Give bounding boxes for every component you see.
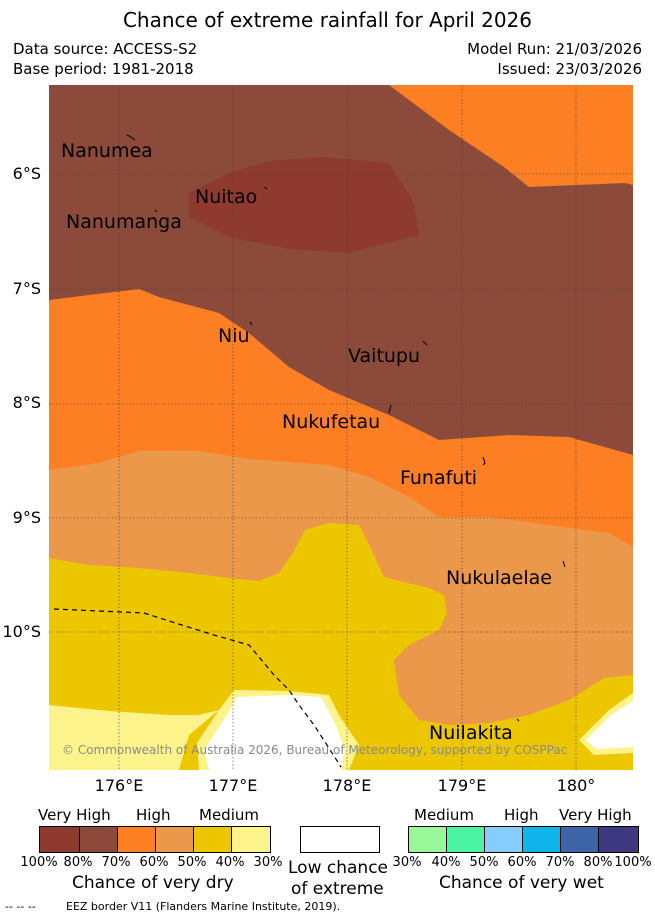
legend-dry-high: High: [136, 806, 171, 824]
rainfall-map: [49, 85, 633, 770]
legend-wet-colorbar: [408, 826, 639, 853]
lon-label-176e: 176°E: [94, 776, 144, 795]
lon-label-179e: 179°E: [437, 776, 487, 795]
issued-date: Issued: 23/03/2026: [497, 60, 642, 78]
eez-border-line: [53, 608, 342, 768]
legend-dry-pct-60: 60%: [139, 855, 169, 870]
lat-label-8s: 8°S: [12, 393, 41, 412]
legend-dry-very-high: Very High: [38, 806, 111, 824]
map-canvas: [49, 85, 633, 770]
lon-label-178e: 178°E: [322, 776, 372, 795]
zone-low-chance: [204, 695, 345, 770]
legend-dry-colorbar: [39, 826, 271, 853]
legend-swatch-dry-70-60: [118, 827, 156, 852]
legend-dry-pct-80: 80%: [63, 855, 93, 870]
legend-swatch-wet-60-70: [523, 827, 561, 852]
legend-wet-very-high: Very High: [559, 806, 632, 824]
legend-wet-pct-70: 70%: [545, 855, 575, 870]
place-niu: Niu: [218, 325, 250, 347]
legend-dry-pct-50: 50%: [177, 855, 207, 870]
place-nukufetau: Nukufetau: [282, 411, 381, 433]
zone-low-dry: [49, 705, 219, 770]
legend-swatch-dry-60-50: [156, 827, 194, 852]
lon-label-177e: 177°E: [208, 776, 258, 795]
lat-label-9s: 9°S: [12, 508, 41, 527]
legend-swatch-wet-80-100: [599, 827, 638, 852]
zone-very-high-dry-core: [189, 157, 419, 253]
legend-dry-pct-100: 100%: [20, 855, 58, 870]
legend-wet-pct-60: 60%: [507, 855, 537, 870]
base-period: Base period: 1981-2018: [13, 60, 194, 78]
legend-wet-caption: Chance of very wet: [439, 873, 604, 893]
legend-neutral-swatch: [300, 826, 380, 853]
legend-dry-pct-40: 40%: [215, 855, 245, 870]
legend-dry-medium: Medium: [199, 806, 259, 824]
legend-swatch-dry-80-70: [80, 827, 118, 852]
legend-swatch-dry-100-80: [40, 827, 80, 852]
data-source: Data source: ACCESS-S2: [13, 40, 198, 58]
legend-dry-pct-30: 30%: [253, 855, 283, 870]
place-vaitupu: Vaitupu: [348, 345, 421, 367]
place-nanumea: Nanumea: [61, 140, 153, 162]
place-funafuti: Funafuti: [400, 467, 478, 489]
legend-dry-pct-70: 70%: [101, 855, 131, 870]
legend-wet-pct-40: 40%: [431, 855, 461, 870]
eez-legend-text: EEZ border V11 (Flanders Marine Institut…: [66, 900, 341, 913]
zone-medium-dry: [49, 523, 633, 770]
legend-wet-high: High: [504, 806, 539, 824]
legend-swatch-wet-70-80: [561, 827, 599, 852]
lat-label-6s: 6°S: [12, 164, 41, 183]
legend-wet-pct-30: 30%: [392, 855, 422, 870]
legend-swatch-dry-50-40: [194, 827, 232, 852]
legend-wet-pct-100: 100%: [614, 855, 652, 870]
legend-neutral-caption-line2: of extreme: [291, 879, 384, 899]
island-marks: [126, 134, 566, 722]
graticule: [49, 85, 633, 770]
chart-title: Chance of extreme rainfall for April 202…: [122, 8, 533, 32]
place-nuilakita: Nuilakita: [429, 722, 513, 744]
lat-label-10s: 10°S: [2, 622, 41, 641]
legend-dry-caption: Chance of very dry: [72, 873, 234, 893]
place-nuitao: Nuitao: [195, 186, 258, 208]
place-nanumanga: Nanumanga: [66, 211, 182, 233]
zone-high-dry-north: [389, 85, 633, 187]
lon-label-180: 180°: [556, 776, 596, 795]
legend-swatch-wet-50-60: [485, 827, 523, 852]
zone-low-chance-east: [586, 701, 633, 749]
legend-neutral-caption-line1: Low chance: [288, 858, 388, 878]
legend-swatch-wet-30-40: [409, 827, 447, 852]
legend-swatch-dry-40-30: [232, 827, 270, 852]
lat-label-7s: 7°S: [12, 279, 41, 298]
model-run: Model Run: 21/03/2026: [467, 40, 642, 58]
legend-wet-pct-50: 50%: [469, 855, 499, 870]
legend-swatch-wet-40-50: [447, 827, 485, 852]
copyright-notice: © Commonwealth of Australia 2026, Bureau…: [62, 743, 568, 757]
eez-legend-symbol: -- -- --: [5, 900, 36, 913]
place-nukulaelae: Nukulaelae: [446, 567, 552, 589]
legend-wet-medium: Medium: [414, 806, 474, 824]
legend-wet-pct-80: 80%: [583, 855, 613, 870]
